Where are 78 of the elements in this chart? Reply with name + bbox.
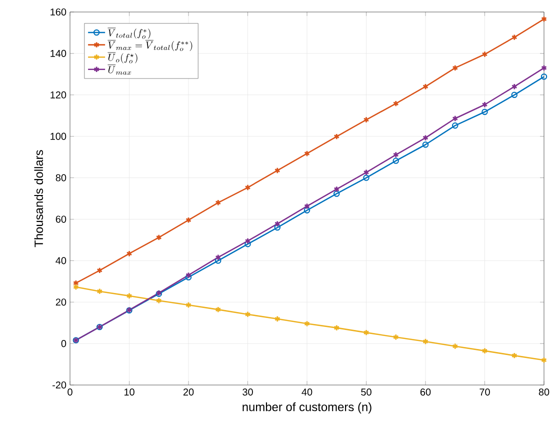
- point: [482, 101, 488, 108]
- legend-label: $\overline{U}_{max}$: [108, 64, 132, 75]
- point: [304, 150, 310, 157]
- x-tick-label: 50: [361, 388, 372, 396]
- point: [422, 83, 428, 90]
- point: [214, 258, 222, 264]
- point: [274, 167, 280, 174]
- point: [452, 115, 458, 122]
- point: [274, 224, 281, 231]
- x-tick-label: 20: [183, 388, 194, 396]
- point: [452, 342, 458, 350]
- point: [452, 64, 458, 72]
- point: [126, 250, 132, 257]
- y-axis-title: Thousands dollars: [34, 150, 44, 248]
- point: [186, 302, 192, 308]
- point: [186, 272, 192, 278]
- point: [274, 220, 280, 228]
- point: [215, 254, 222, 261]
- point: [334, 186, 340, 192]
- y-tick-label: 140: [50, 50, 66, 57]
- point: [392, 151, 399, 158]
- point: [452, 122, 458, 129]
- point: [185, 274, 192, 280]
- point: [333, 190, 340, 197]
- point: [215, 199, 222, 206]
- point: [422, 338, 428, 345]
- point: [334, 324, 340, 332]
- y-tick-label: 60: [56, 216, 66, 223]
- x-tick-label: 0: [68, 388, 72, 396]
- point: [511, 34, 518, 41]
- point: [156, 234, 162, 241]
- point: [392, 334, 399, 340]
- point: [511, 83, 518, 90]
- point: [304, 202, 310, 210]
- point: [511, 92, 518, 98]
- y-tick-label: 20: [56, 298, 66, 306]
- point: [363, 174, 370, 181]
- point: [96, 288, 103, 295]
- x-tick-label: 60: [420, 388, 431, 396]
- legend-label: $\overline{V}_{max}=\overline{V}_{total}(f_o^{**})$: [108, 40, 192, 51]
- y-tick-label: 0: [61, 340, 66, 348]
- y-tick-label: 40: [56, 257, 66, 264]
- y-tick-label: 80: [56, 174, 66, 182]
- x-tick-label: 30: [242, 388, 253, 396]
- point: [126, 292, 132, 300]
- point: [244, 184, 251, 191]
- point: [482, 348, 488, 354]
- point: [363, 329, 370, 336]
- x-tick-label: 10: [124, 388, 134, 396]
- point: [392, 158, 400, 164]
- point: [186, 216, 192, 224]
- point: [363, 116, 370, 124]
- point: [244, 311, 251, 318]
- point: [96, 267, 103, 274]
- x-tick-label: 80: [538, 388, 550, 396]
- point: [304, 320, 310, 327]
- y-tick-label: 160: [50, 8, 66, 16]
- point: [274, 316, 280, 322]
- x-tick-label: 40: [302, 388, 312, 396]
- point: [422, 134, 428, 142]
- point: [422, 141, 429, 148]
- x-tick-label: 70: [480, 388, 490, 396]
- y-tick-label: -20: [52, 381, 66, 389]
- point: [215, 306, 222, 313]
- point: [304, 207, 310, 214]
- point: [156, 297, 162, 304]
- point: [511, 352, 518, 359]
- y-tick-label: 100: [50, 132, 66, 140]
- point: [334, 133, 340, 140]
- x-axis-title: number of customers (n): [242, 402, 372, 414]
- point: [392, 100, 399, 107]
- point: [482, 50, 488, 58]
- legend-label: $\overline{V}_{total}(f_o^{*})$: [108, 28, 150, 39]
- point: [244, 238, 251, 244]
- y-tick-label: 120: [50, 91, 66, 98]
- point: [482, 108, 488, 116]
- point: [363, 169, 370, 176]
- legend-label: $\overline{U}_{o}(f_o^{\star})$: [108, 52, 138, 64]
